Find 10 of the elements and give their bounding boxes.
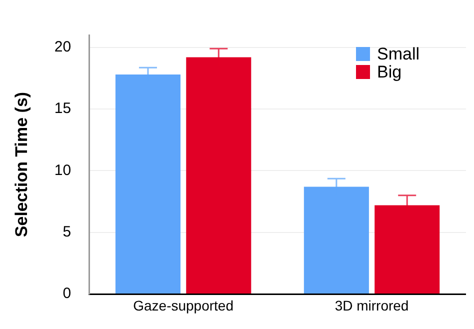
legend-label: Big bbox=[377, 62, 402, 82]
x-tick-label: 3D mirrored bbox=[334, 297, 409, 314]
y-axis-title: Selection Time (s) bbox=[12, 92, 31, 238]
y-tick-label: 15 bbox=[54, 100, 72, 118]
y-tick-label: 5 bbox=[62, 223, 72, 240]
y-tick-label: 10 bbox=[54, 162, 72, 179]
x-tick-label: Gaze-supported bbox=[133, 297, 234, 314]
y-tick-label: 20 bbox=[54, 38, 72, 56]
legend-label: Small bbox=[377, 44, 420, 64]
y-tick-label: 0 bbox=[62, 285, 72, 302]
